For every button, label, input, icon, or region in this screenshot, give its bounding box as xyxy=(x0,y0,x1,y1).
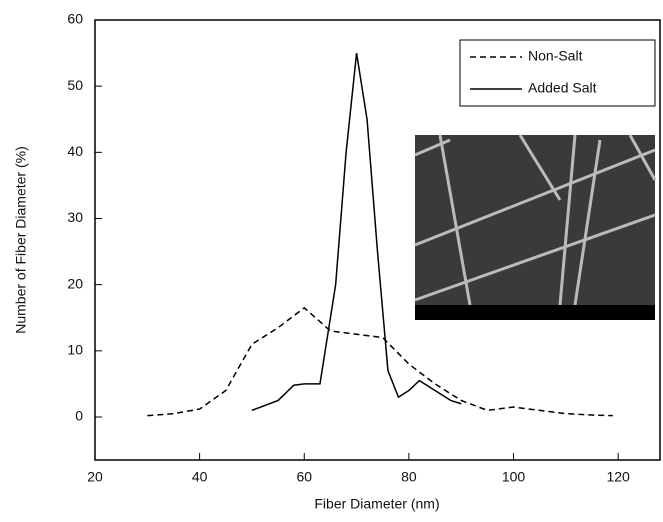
y-tick-label: 0 xyxy=(75,408,83,424)
x-tick-label: 100 xyxy=(502,469,526,485)
y-tick-label: 10 xyxy=(67,342,83,358)
plot-frame xyxy=(94,19,661,461)
legend-box xyxy=(459,39,656,107)
x-tick-label: 80 xyxy=(401,469,417,485)
series-line xyxy=(147,306,613,417)
legend-label: Added Salt xyxy=(528,80,597,96)
legend-label: Non-Salt xyxy=(528,48,583,64)
x-axis-label: Fiber Diameter (nm) xyxy=(314,496,439,512)
y-axis-label: Number of Fiber Diameter (%) xyxy=(13,146,29,334)
y-tick-label: 20 xyxy=(67,275,83,291)
x-tick-label: 40 xyxy=(192,469,208,485)
y-tick-label: 40 xyxy=(67,143,83,159)
y-tick-label: 30 xyxy=(67,209,83,225)
legend: Non-Salt Added Salt xyxy=(459,39,656,107)
x-tick-label: 20 xyxy=(87,469,103,485)
y-tick-label: 60 xyxy=(67,11,83,27)
inset-image xyxy=(414,134,657,320)
x-tick-label: 60 xyxy=(296,469,312,485)
x-tick-label: 120 xyxy=(606,469,630,485)
y-tick-label: 50 xyxy=(67,77,83,93)
series-line xyxy=(251,52,462,412)
